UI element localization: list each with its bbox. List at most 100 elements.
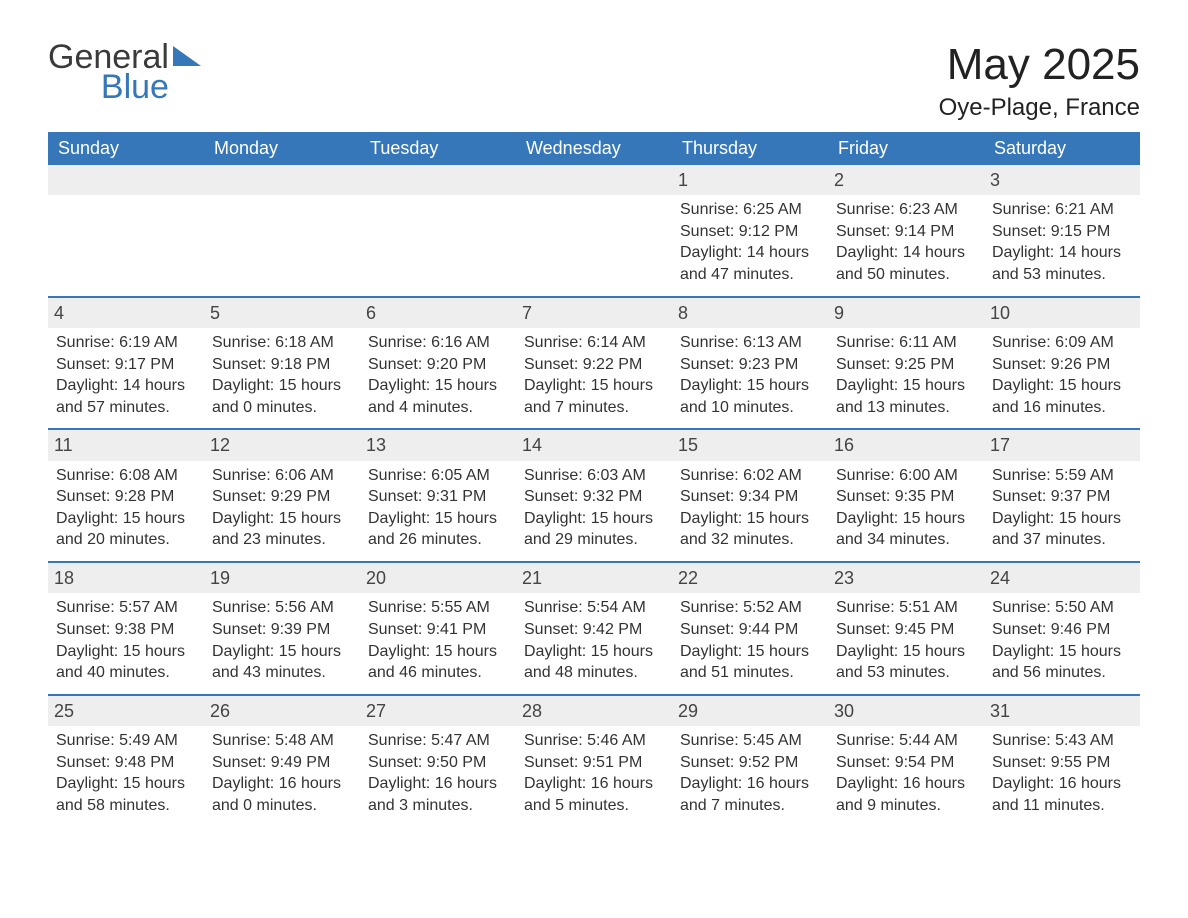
sunset-text: Sunset: 9:52 PM <box>680 752 820 774</box>
day-number: 15 <box>672 430 828 460</box>
day-number: 21 <box>516 563 672 593</box>
sunrise-text: Sunrise: 6:02 AM <box>680 465 820 487</box>
daylight-text: Daylight: 14 hours and 50 minutes. <box>836 242 976 285</box>
day-cell: 18Sunrise: 5:57 AMSunset: 9:38 PMDayligh… <box>48 563 204 694</box>
day-cell: 4Sunrise: 6:19 AMSunset: 9:17 PMDaylight… <box>48 298 204 429</box>
daylight-text: Daylight: 16 hours and 7 minutes. <box>680 773 820 816</box>
sunrise-text: Sunrise: 5:44 AM <box>836 730 976 752</box>
sunrise-text: Sunrise: 5:54 AM <box>524 597 664 619</box>
day-number: 1 <box>672 165 828 195</box>
day-of-week-header: Sunday Monday Tuesday Wednesday Thursday… <box>48 132 1140 165</box>
sunrise-text: Sunrise: 5:51 AM <box>836 597 976 619</box>
day-cell: 6Sunrise: 6:16 AMSunset: 9:20 PMDaylight… <box>360 298 516 429</box>
sunset-text: Sunset: 9:54 PM <box>836 752 976 774</box>
sunrise-text: Sunrise: 6:09 AM <box>992 332 1132 354</box>
sunrise-text: Sunrise: 6:25 AM <box>680 199 820 221</box>
sunrise-text: Sunrise: 6:14 AM <box>524 332 664 354</box>
daylight-text: Daylight: 16 hours and 3 minutes. <box>368 773 508 816</box>
day-number: 24 <box>984 563 1140 593</box>
sunset-text: Sunset: 9:44 PM <box>680 619 820 641</box>
day-cell: 13Sunrise: 6:05 AMSunset: 9:31 PMDayligh… <box>360 430 516 561</box>
day-cell: 14Sunrise: 6:03 AMSunset: 9:32 PMDayligh… <box>516 430 672 561</box>
daylight-text: Daylight: 15 hours and 0 minutes. <box>212 375 352 418</box>
day-number: 16 <box>828 430 984 460</box>
week-row: 4Sunrise: 6:19 AMSunset: 9:17 PMDaylight… <box>48 296 1140 429</box>
day-number: 11 <box>48 430 204 460</box>
sunrise-text: Sunrise: 6:18 AM <box>212 332 352 354</box>
daylight-text: Daylight: 15 hours and 7 minutes. <box>524 375 664 418</box>
sunset-text: Sunset: 9:37 PM <box>992 486 1132 508</box>
sunset-text: Sunset: 9:32 PM <box>524 486 664 508</box>
sunset-text: Sunset: 9:51 PM <box>524 752 664 774</box>
day-number: 10 <box>984 298 1140 328</box>
day-number: 8 <box>672 298 828 328</box>
day-cell: 11Sunrise: 6:08 AMSunset: 9:28 PMDayligh… <box>48 430 204 561</box>
daylight-text: Daylight: 14 hours and 57 minutes. <box>56 375 196 418</box>
day-number: 5 <box>204 298 360 328</box>
week-row: 1Sunrise: 6:25 AMSunset: 9:12 PMDaylight… <box>48 165 1140 296</box>
sunrise-text: Sunrise: 6:00 AM <box>836 465 976 487</box>
sunset-text: Sunset: 9:48 PM <box>56 752 196 774</box>
sunset-text: Sunset: 9:18 PM <box>212 354 352 376</box>
sunset-text: Sunset: 9:22 PM <box>524 354 664 376</box>
sunset-text: Sunset: 9:14 PM <box>836 221 976 243</box>
sunset-text: Sunset: 9:25 PM <box>836 354 976 376</box>
day-number: 2 <box>828 165 984 195</box>
day-number: 23 <box>828 563 984 593</box>
day-number: 9 <box>828 298 984 328</box>
daylight-text: Daylight: 15 hours and 37 minutes. <box>992 508 1132 551</box>
day-number: 3 <box>984 165 1140 195</box>
daylight-text: Daylight: 16 hours and 0 minutes. <box>212 773 352 816</box>
dow-thursday: Thursday <box>672 132 828 165</box>
day-cell: 26Sunrise: 5:48 AMSunset: 9:49 PMDayligh… <box>204 696 360 827</box>
daylight-text: Daylight: 15 hours and 10 minutes. <box>680 375 820 418</box>
day-cell: 12Sunrise: 6:06 AMSunset: 9:29 PMDayligh… <box>204 430 360 561</box>
daylight-text: Daylight: 15 hours and 23 minutes. <box>212 508 352 551</box>
day-number: 25 <box>48 696 204 726</box>
day-cell: 30Sunrise: 5:44 AMSunset: 9:54 PMDayligh… <box>828 696 984 827</box>
day-number: 4 <box>48 298 204 328</box>
sunset-text: Sunset: 9:39 PM <box>212 619 352 641</box>
sunset-text: Sunset: 9:17 PM <box>56 354 196 376</box>
sunrise-text: Sunrise: 6:23 AM <box>836 199 976 221</box>
day-cell: 15Sunrise: 6:02 AMSunset: 9:34 PMDayligh… <box>672 430 828 561</box>
day-cell: 25 Sunrise: 5:49 AMSunset: 9:48 PMDayligh… <box>48 696 204 827</box>
daylight-text: Daylight: 15 hours and 4 minutes. <box>368 375 508 418</box>
daylight-text: Daylight: 15 hours and 32 minutes. <box>680 508 820 551</box>
sunrise-text: Sunrise: 6:16 AM <box>368 332 508 354</box>
daylight-text: Daylight: 16 hours and 11 minutes. <box>992 773 1132 816</box>
sunrise-text: Sunrise: 5:56 AM <box>212 597 352 619</box>
sunrise-text: Sunrise: 5:48 AM <box>212 730 352 752</box>
dow-tuesday: Tuesday <box>360 132 516 165</box>
day-number: 7 <box>516 298 672 328</box>
day-number: 27 <box>360 696 516 726</box>
daylight-text: Daylight: 15 hours and 51 minutes. <box>680 641 820 684</box>
day-number <box>204 165 360 195</box>
header: GeneralBlue May 2025 Oye-Plage, France <box>48 40 1140 122</box>
day-cell: 3Sunrise: 6:21 AMSunset: 9:15 PMDaylight… <box>984 165 1140 296</box>
daylight-text: Daylight: 15 hours and 26 minutes. <box>368 508 508 551</box>
day-number: 6 <box>360 298 516 328</box>
sunrise-text: Sunrise: 6:08 AM <box>56 465 196 487</box>
sunset-text: Sunset: 9:50 PM <box>368 752 508 774</box>
sunrise-text: Sunrise: 5:49 AM <box>56 730 196 752</box>
daylight-text: Daylight: 15 hours and 29 minutes. <box>524 508 664 551</box>
day-cell: 5 Sunrise: 6:18 AMSunset: 9:18 PMDaylight… <box>204 298 360 429</box>
sunset-text: Sunset: 9:45 PM <box>836 619 976 641</box>
weeks-container: 1Sunrise: 6:25 AMSunset: 9:12 PMDaylight… <box>48 165 1140 826</box>
day-cell <box>516 165 672 296</box>
daylight-text: Daylight: 15 hours and 46 minutes. <box>368 641 508 684</box>
day-number: 20 <box>360 563 516 593</box>
daylight-text: Daylight: 15 hours and 58 minutes. <box>56 773 196 816</box>
daylight-text: Daylight: 15 hours and 56 minutes. <box>992 641 1132 684</box>
day-cell: 27Sunrise: 5:47 AMSunset: 9:50 PMDayligh… <box>360 696 516 827</box>
day-cell <box>360 165 516 296</box>
sunrise-text: Sunrise: 6:06 AM <box>212 465 352 487</box>
daylight-text: Daylight: 15 hours and 40 minutes. <box>56 641 196 684</box>
day-cell: 9Sunrise: 6:11 AMSunset: 9:25 PMDaylight… <box>828 298 984 429</box>
day-cell: 1Sunrise: 6:25 AMSunset: 9:12 PMDaylight… <box>672 165 828 296</box>
day-number: 17 <box>984 430 1140 460</box>
dow-monday: Monday <box>204 132 360 165</box>
daylight-text: Daylight: 15 hours and 20 minutes. <box>56 508 196 551</box>
sunset-text: Sunset: 9:41 PM <box>368 619 508 641</box>
